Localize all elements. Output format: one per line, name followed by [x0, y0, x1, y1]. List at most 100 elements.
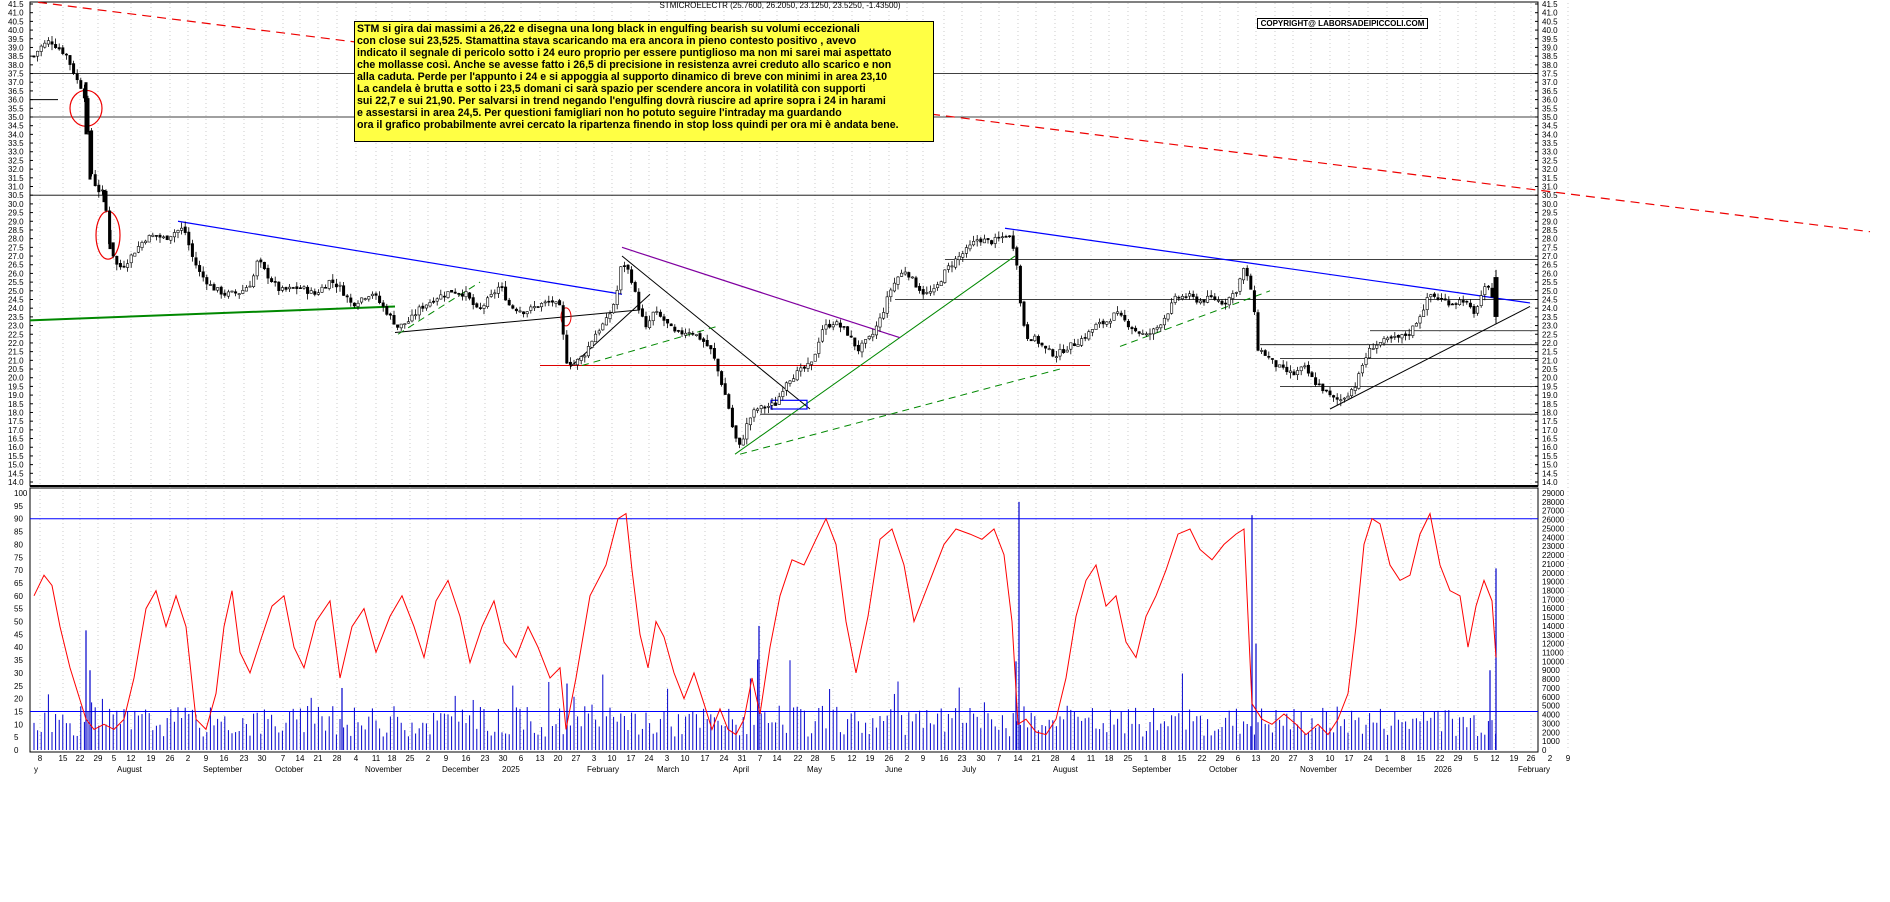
candle-body	[1465, 300, 1469, 303]
volume-tick: 16000	[1542, 604, 1565, 613]
candle-body	[878, 317, 882, 328]
candle-body	[734, 425, 738, 439]
candle-body	[561, 305, 565, 335]
date-tick: 23	[481, 754, 490, 763]
candle-body	[666, 318, 670, 324]
volume-tick: 13000	[1542, 631, 1565, 640]
candle-body	[864, 339, 868, 344]
candle-body	[1170, 302, 1174, 314]
black-uptrend-line	[1329, 305, 1531, 410]
candle-body	[1144, 333, 1148, 336]
green-dashed-4	[1119, 290, 1271, 347]
candle-body	[774, 402, 778, 406]
candle-body	[633, 282, 637, 292]
candle-body	[309, 290, 313, 294]
price-tick-right: 28.0	[1542, 235, 1558, 244]
month-label: October	[275, 765, 304, 774]
candle-body	[720, 371, 724, 385]
price-tick-left: 19.5	[8, 382, 24, 391]
candle-body	[486, 297, 490, 307]
candle-body	[1026, 324, 1030, 339]
candle-body	[954, 258, 958, 268]
candle-body	[46, 40, 50, 45]
candle-body	[1191, 293, 1195, 297]
price-tick-left: 36.0	[8, 96, 24, 105]
candle-body	[1044, 345, 1048, 349]
candle-body	[1396, 334, 1400, 338]
price-tick-left: 19.0	[8, 391, 24, 400]
date-tick: 16	[462, 754, 471, 763]
candle-body	[1468, 302, 1472, 308]
candle-body	[925, 292, 929, 294]
candle-body	[1328, 390, 1332, 396]
candle-body	[450, 289, 454, 293]
candle-body	[903, 271, 907, 275]
candle-body	[576, 358, 580, 366]
candle-body	[1440, 297, 1444, 300]
price-tick-left: 16.0	[8, 443, 24, 452]
candle-body	[331, 279, 335, 284]
oscillator-tick: 0	[14, 746, 19, 755]
candle-body	[421, 305, 425, 309]
candle-body	[1180, 296, 1184, 300]
candle-body	[378, 295, 382, 303]
candle-body	[93, 174, 97, 187]
price-tick-left: 40.0	[8, 26, 24, 35]
candle-body	[831, 324, 835, 328]
price-tick-left: 28.5	[8, 226, 24, 235]
candle-body	[572, 363, 576, 366]
candle-body	[1353, 387, 1357, 391]
candle-body	[612, 304, 616, 314]
candle-body	[133, 252, 137, 257]
price-tick-left: 37.0	[8, 78, 24, 87]
price-tick-left: 17.0	[8, 426, 24, 435]
candle-body	[554, 301, 558, 304]
volume-tick: 19000	[1542, 578, 1565, 587]
oscillator-tick: 45	[14, 630, 23, 639]
candle-body	[266, 267, 270, 279]
candle-body	[1083, 337, 1087, 339]
candle-body	[727, 394, 731, 409]
price-tick-right: 25.5	[1542, 278, 1558, 287]
candle-body	[270, 278, 274, 283]
candle-body	[162, 236, 166, 239]
candle-body	[1058, 349, 1062, 357]
candle-body	[410, 314, 414, 322]
date-tick: 1	[1144, 754, 1149, 763]
candle-body	[97, 184, 101, 193]
note-line: STM si gira dai massimi a 26,22 e disegn…	[357, 23, 860, 35]
candle-body	[896, 276, 900, 285]
candle-body	[979, 238, 983, 243]
price-tick-right: 23.5	[1542, 313, 1558, 322]
date-tick: 13	[1252, 754, 1261, 763]
price-tick-right: 27.0	[1542, 252, 1558, 261]
price-tick-right: 37.0	[1542, 78, 1558, 87]
date-tick: 22	[794, 754, 803, 763]
candle-body	[352, 302, 356, 307]
candle-body	[1350, 389, 1354, 397]
candle-body	[1051, 349, 1055, 357]
candle-body	[122, 265, 126, 268]
date-tick: 9	[204, 754, 209, 763]
candle-body	[702, 338, 706, 342]
candle-body	[1011, 235, 1015, 249]
oscillator-line	[33, 512, 1497, 736]
candle-body	[1213, 296, 1217, 301]
candle-body	[298, 287, 302, 289]
candle-body	[626, 264, 630, 270]
price-tick-right: 17.5	[1542, 417, 1558, 426]
oscillator-tick: 75	[14, 553, 23, 562]
candle-body	[1281, 364, 1285, 368]
candle-body	[1040, 342, 1044, 346]
candle-body	[1483, 286, 1487, 295]
candle-body	[1216, 299, 1220, 302]
price-tick-right: 19.0	[1542, 391, 1558, 400]
candle-body	[1267, 355, 1271, 358]
candle-body	[1209, 295, 1213, 298]
candle-body	[446, 291, 450, 298]
last-candle-body	[1493, 277, 1499, 317]
date-tick: 22	[76, 754, 85, 763]
candle-body	[1425, 297, 1429, 310]
candle-body	[828, 323, 832, 328]
candle-body	[306, 286, 310, 294]
